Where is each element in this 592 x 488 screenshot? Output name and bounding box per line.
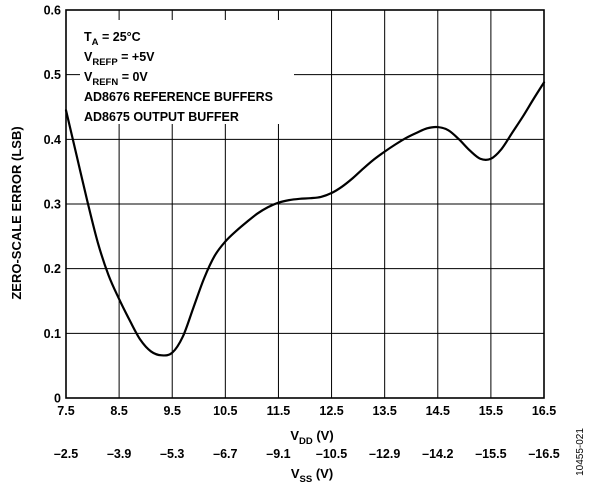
x2-tick-label: –3.9 (107, 447, 131, 461)
y-tick-label: 0.3 (44, 198, 61, 212)
legend-line: AD8676 REFERENCE BUFFERS (84, 90, 273, 104)
x2-tick-label: –16.5 (528, 447, 559, 461)
x-tick-label: 10.5 (213, 404, 237, 418)
x2-tick-label: –2.5 (54, 447, 78, 461)
x2-tick-label: –6.7 (213, 447, 237, 461)
x2-tick-label: –10.5 (316, 447, 347, 461)
x-tick-label: 15.5 (479, 404, 503, 418)
x-axis-title-vss: VSS (V) (291, 466, 333, 485)
x-tick-label: 16.5 (532, 404, 556, 418)
x-tick-label: 7.5 (57, 404, 74, 418)
x-tick-label: 8.5 (110, 404, 127, 418)
y-tick-label: 0 (54, 392, 61, 406)
y-axis-title: ZERO-SCALE ERROR (LSB) (9, 126, 24, 299)
x-tick-label: 9.5 (164, 404, 181, 418)
x2-tick-label: –15.5 (475, 447, 506, 461)
x-axis-title-vdd: VDD (V) (290, 428, 333, 447)
y-tick-label: 0.2 (44, 262, 61, 276)
x2-tick-label: –14.2 (422, 447, 453, 461)
x-tick-label: 12.5 (319, 404, 343, 418)
y-tick-label: 0.5 (44, 68, 61, 82)
x-tick-label: 11.5 (267, 404, 291, 418)
x-tick-label: 14.5 (426, 404, 450, 418)
figure-id: 10455-021 (575, 428, 586, 476)
x2-tick-label: –12.9 (369, 447, 400, 461)
x-tick-label: 13.5 (372, 404, 396, 418)
x2-tick-label: –5.3 (160, 447, 184, 461)
y-tick-label: 0.1 (44, 327, 61, 341)
y-tick-label: 0.4 (44, 133, 61, 147)
legend-line: AD8675 OUTPUT BUFFER (84, 110, 239, 124)
y-tick-label: 0.6 (44, 4, 61, 18)
x2-tick-label: –9.1 (266, 447, 290, 461)
